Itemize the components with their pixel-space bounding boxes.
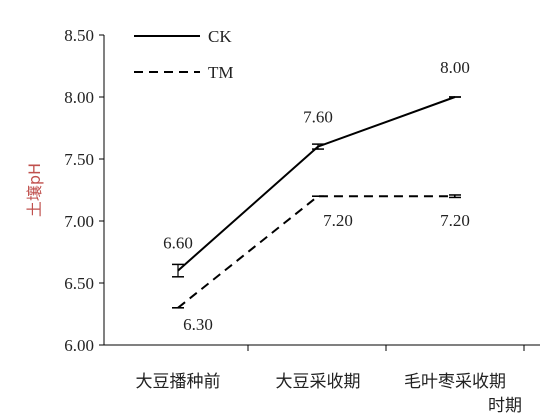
y-tick-label: 6.50 bbox=[64, 274, 94, 293]
axes: 6.00 6.50 7.00 7.50 8.00 8.50 大豆播种前 大豆采收期 毛叶枣采收期… bbox=[25, 26, 540, 416]
legend-label-tm: TM bbox=[208, 63, 234, 82]
legend: CK TM bbox=[134, 27, 234, 82]
series-line-tm bbox=[177, 195, 455, 309]
y-tick-label: 8.00 bbox=[64, 88, 94, 107]
y-tick-label: 6.00 bbox=[64, 336, 94, 355]
legend-label-ck: CK bbox=[208, 27, 232, 46]
x-category-label: 大豆播种前 bbox=[136, 372, 221, 392]
data-label: 7.60 bbox=[303, 108, 333, 127]
x-category-label: 毛叶枣采收期 bbox=[404, 372, 506, 392]
data-label: 8.00 bbox=[440, 58, 470, 77]
y-tick-label: 7.50 bbox=[64, 150, 94, 169]
y-tick-label: 8.50 bbox=[64, 26, 94, 45]
data-label: 6.30 bbox=[183, 315, 213, 334]
x-category-label: 大豆采收期 bbox=[276, 372, 361, 392]
data-labels: 6.60 7.60 8.00 6.30 7.20 7.20 bbox=[163, 58, 470, 334]
data-label: 7.20 bbox=[440, 211, 470, 230]
data-label: 7.20 bbox=[323, 211, 353, 230]
y-axis-label: 土壤pH bbox=[25, 163, 44, 217]
data-label: 6.60 bbox=[163, 234, 193, 253]
y-tick-label: 7.00 bbox=[64, 212, 94, 231]
x-category-label: 时期 bbox=[488, 396, 522, 416]
series-group bbox=[172, 96, 461, 309]
